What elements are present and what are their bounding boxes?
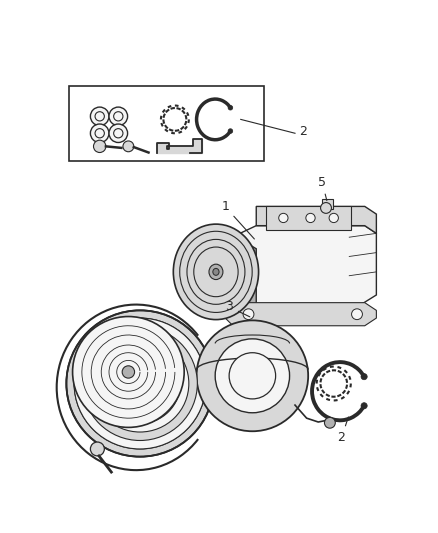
- Circle shape: [197, 320, 308, 431]
- Bar: [322, 199, 333, 209]
- Circle shape: [352, 309, 362, 320]
- Circle shape: [361, 374, 367, 379]
- Circle shape: [91, 335, 189, 432]
- Circle shape: [123, 141, 134, 152]
- Text: 5: 5: [318, 175, 327, 200]
- Circle shape: [228, 106, 233, 110]
- Ellipse shape: [209, 264, 223, 280]
- Text: 4: 4: [91, 327, 101, 350]
- Circle shape: [279, 213, 288, 223]
- Text: 2: 2: [338, 417, 348, 445]
- Bar: [69, 85, 264, 161]
- Circle shape: [321, 203, 332, 213]
- Ellipse shape: [213, 269, 219, 276]
- Circle shape: [243, 309, 254, 320]
- Circle shape: [325, 417, 336, 428]
- Polygon shape: [224, 225, 376, 314]
- Circle shape: [73, 317, 184, 427]
- Polygon shape: [157, 140, 202, 154]
- Circle shape: [74, 318, 206, 449]
- Text: 3: 3: [225, 301, 250, 317]
- Circle shape: [95, 112, 104, 121]
- Ellipse shape: [173, 224, 258, 320]
- Circle shape: [109, 124, 127, 142]
- Circle shape: [109, 107, 127, 126]
- Circle shape: [122, 366, 134, 378]
- Circle shape: [113, 128, 123, 138]
- Polygon shape: [256, 206, 376, 233]
- Polygon shape: [224, 237, 256, 314]
- Circle shape: [90, 107, 109, 126]
- Circle shape: [67, 310, 214, 457]
- Circle shape: [83, 327, 198, 440]
- Circle shape: [100, 343, 180, 424]
- Circle shape: [228, 129, 233, 133]
- Circle shape: [229, 353, 276, 399]
- Circle shape: [329, 213, 339, 223]
- Circle shape: [361, 403, 367, 409]
- Circle shape: [306, 213, 315, 223]
- Text: 2: 2: [299, 125, 307, 138]
- Circle shape: [132, 376, 148, 391]
- Circle shape: [90, 442, 104, 456]
- Circle shape: [109, 353, 171, 414]
- Circle shape: [93, 140, 106, 152]
- Circle shape: [113, 112, 123, 121]
- Circle shape: [95, 128, 104, 138]
- Circle shape: [124, 368, 155, 399]
- Circle shape: [215, 339, 290, 413]
- Polygon shape: [224, 303, 376, 326]
- Text: 1: 1: [221, 200, 254, 239]
- Circle shape: [90, 124, 109, 142]
- Bar: [265, 206, 351, 230]
